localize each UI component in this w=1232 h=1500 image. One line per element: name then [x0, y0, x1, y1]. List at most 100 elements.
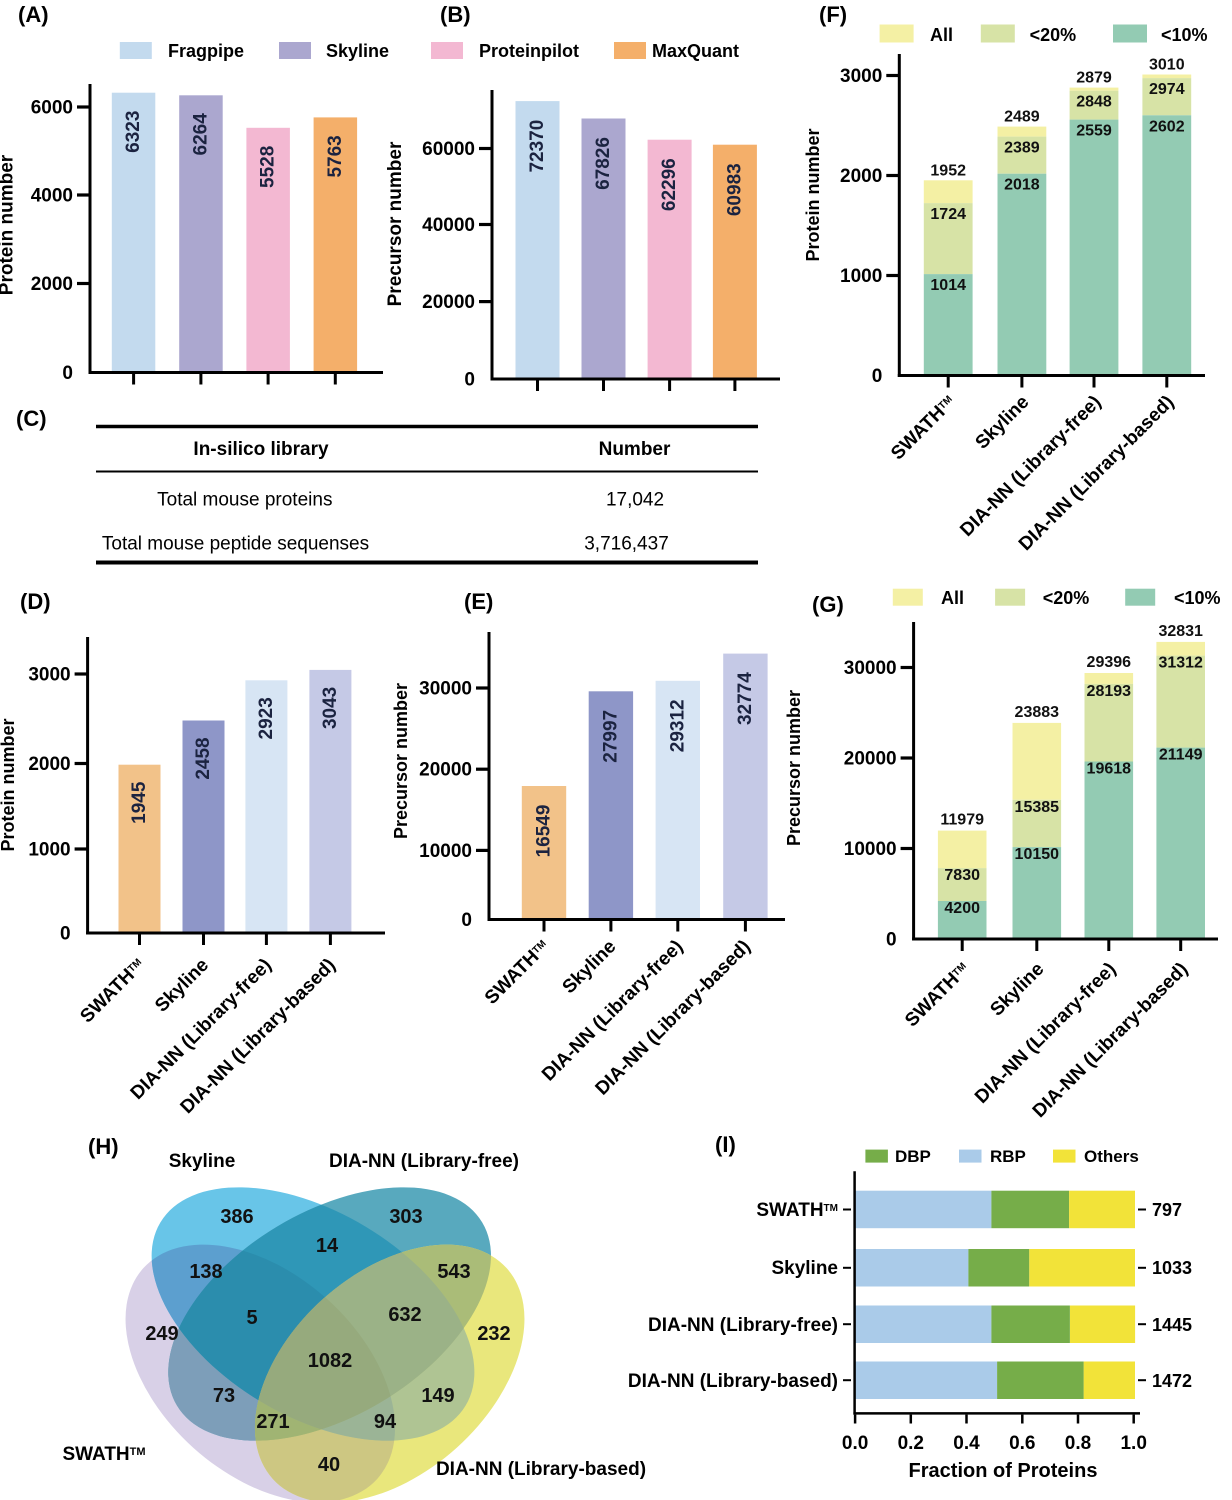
svg-text:5: 5: [246, 1307, 257, 1329]
svg-text:40000: 40000: [422, 215, 475, 236]
svg-text:Protein number: Protein number: [0, 718, 18, 851]
svg-text:0: 0: [461, 910, 472, 931]
svg-text:1445: 1445: [1152, 1315, 1192, 1335]
svg-text:29396: 29396: [1087, 654, 1132, 671]
svg-text:3010: 3010: [1149, 57, 1185, 74]
svg-text:3043: 3043: [320, 687, 341, 729]
svg-text:138: 138: [189, 1261, 222, 1283]
svg-text:10000: 10000: [419, 841, 472, 862]
svg-text:0.0: 0.0: [842, 1433, 868, 1454]
svg-text:Protein number: Protein number: [803, 128, 823, 261]
svg-text:1.0: 1.0: [1120, 1433, 1146, 1454]
svg-text:Total mouse peptide sequenses: Total mouse peptide sequenses: [102, 534, 369, 555]
svg-text:DIA-NN (Library-free): DIA-NN (Library-free): [329, 1151, 519, 1172]
svg-text:62296: 62296: [659, 158, 680, 211]
svg-text:2489: 2489: [1004, 109, 1040, 126]
svg-text:SWATHTM: SWATHTM: [901, 959, 974, 1032]
svg-text:7830: 7830: [944, 867, 980, 884]
svg-text:SWATHTM: SWATHTM: [62, 1444, 145, 1465]
svg-text:60983: 60983: [724, 163, 745, 216]
svg-text:5528: 5528: [258, 146, 279, 188]
svg-text:2389: 2389: [1004, 140, 1040, 157]
svg-text:Skyline: Skyline: [972, 392, 1034, 454]
svg-text:23883: 23883: [1015, 704, 1060, 721]
svg-text:In-silico library: In-silico library: [193, 439, 329, 460]
svg-text:DIA-NN (Library-free): DIA-NN (Library-free): [971, 959, 1120, 1108]
svg-text:DIA-NN (Library-free): DIA-NN (Library-free): [648, 1315, 838, 1336]
svg-text:0: 0: [464, 370, 475, 391]
svg-text:94: 94: [374, 1411, 397, 1433]
svg-text:1014: 1014: [930, 277, 966, 294]
svg-text:Fragpipe: Fragpipe: [168, 41, 244, 61]
svg-text:(B): (B): [440, 2, 471, 27]
svg-text:DIA-NN (Library-based): DIA-NN (Library-based): [1015, 392, 1178, 555]
svg-text:3000: 3000: [840, 66, 882, 87]
svg-text:(D): (D): [20, 589, 51, 614]
svg-text:3000: 3000: [28, 665, 70, 686]
svg-text:<20%: <20%: [1030, 25, 1077, 45]
svg-text:2018: 2018: [1004, 177, 1040, 194]
svg-text:(F): (F): [819, 2, 847, 27]
svg-text:2559: 2559: [1076, 123, 1112, 140]
svg-text:73: 73: [213, 1385, 235, 1407]
svg-text:27997: 27997: [600, 710, 621, 763]
svg-text:149: 149: [421, 1385, 454, 1407]
svg-text:RBP: RBP: [990, 1147, 1026, 1166]
svg-text:249: 249: [145, 1323, 178, 1345]
svg-text:1952: 1952: [930, 162, 966, 179]
svg-text:543: 543: [437, 1261, 470, 1283]
svg-text:2458: 2458: [193, 737, 214, 779]
svg-text:Others: Others: [1084, 1147, 1139, 1166]
svg-text:DIA-NN (Library-free): DIA-NN (Library-free): [956, 392, 1105, 541]
svg-text:4200: 4200: [944, 900, 980, 917]
svg-text:Skyline: Skyline: [326, 41, 389, 61]
svg-text:30000: 30000: [419, 679, 472, 700]
svg-text:0: 0: [886, 930, 897, 951]
svg-text:(A): (A): [18, 2, 49, 27]
svg-text:0.6: 0.6: [1009, 1433, 1035, 1454]
svg-text:20000: 20000: [844, 749, 897, 770]
svg-text:6000: 6000: [31, 98, 73, 119]
svg-text:29312: 29312: [667, 699, 688, 752]
svg-text:Skyline: Skyline: [169, 1151, 236, 1172]
svg-text:17,042: 17,042: [606, 490, 664, 511]
svg-text:MaxQuant: MaxQuant: [652, 41, 739, 61]
svg-text:1082: 1082: [308, 1350, 353, 1372]
svg-text:2974: 2974: [1149, 81, 1185, 98]
svg-text:303: 303: [389, 1206, 422, 1228]
svg-text:10000: 10000: [844, 839, 897, 860]
svg-text:21149: 21149: [1159, 747, 1203, 764]
svg-text:2602: 2602: [1149, 118, 1185, 135]
svg-text:2000: 2000: [28, 754, 70, 775]
svg-text:0: 0: [872, 366, 883, 387]
svg-text:<10%: <10%: [1161, 25, 1208, 45]
svg-text:Proteinpilot: Proteinpilot: [479, 41, 579, 61]
svg-text:1472: 1472: [1152, 1371, 1192, 1391]
svg-text:1724: 1724: [930, 206, 966, 223]
svg-text:31312: 31312: [1158, 655, 1203, 672]
svg-text:SWATHTM: SWATHTM: [887, 392, 960, 465]
svg-text:2848: 2848: [1076, 94, 1112, 111]
svg-text:19618: 19618: [1087, 761, 1132, 778]
svg-text:1000: 1000: [28, 840, 70, 861]
svg-text:6323: 6323: [123, 111, 144, 153]
svg-text:DIA-NN (Library-based): DIA-NN (Library-based): [436, 1459, 646, 1480]
svg-text:Fraction of Proteins: Fraction of Proteins: [909, 1460, 1098, 1482]
svg-text:(E): (E): [464, 589, 493, 614]
svg-text:30000: 30000: [844, 658, 897, 679]
svg-text:DIA-NN (Library-based): DIA-NN (Library-based): [628, 1371, 838, 1392]
svg-text:72370: 72370: [527, 120, 548, 173]
svg-text:32831: 32831: [1158, 623, 1203, 640]
svg-text:5763: 5763: [325, 135, 346, 177]
svg-text:1033: 1033: [1152, 1258, 1192, 1278]
svg-text:60000: 60000: [422, 139, 475, 160]
svg-text:(C): (C): [16, 406, 47, 431]
svg-text:<10%: <10%: [1174, 588, 1221, 608]
svg-text:67826: 67826: [593, 137, 614, 190]
svg-text:40: 40: [318, 1454, 340, 1476]
svg-text:1945: 1945: [129, 781, 150, 824]
svg-text:0: 0: [60, 924, 71, 945]
svg-text:14: 14: [316, 1235, 339, 1257]
svg-text:1000: 1000: [840, 266, 882, 287]
svg-text:Number: Number: [599, 439, 671, 460]
